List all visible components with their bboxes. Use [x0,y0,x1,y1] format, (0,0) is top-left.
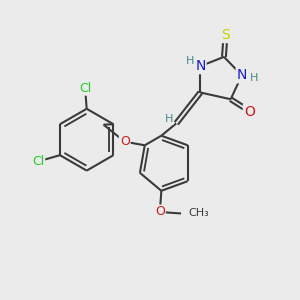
Text: S: S [221,28,230,42]
Text: O: O [120,135,130,148]
Text: O: O [155,206,165,218]
Text: H: H [250,73,258,83]
Text: N: N [237,68,247,82]
Text: H: H [165,114,173,124]
Text: Cl: Cl [32,154,44,167]
Text: CH₃: CH₃ [188,208,209,218]
Text: Cl: Cl [79,82,91,95]
Text: O: O [244,105,255,119]
Text: N: N [195,59,206,73]
Text: H: H [186,56,194,66]
